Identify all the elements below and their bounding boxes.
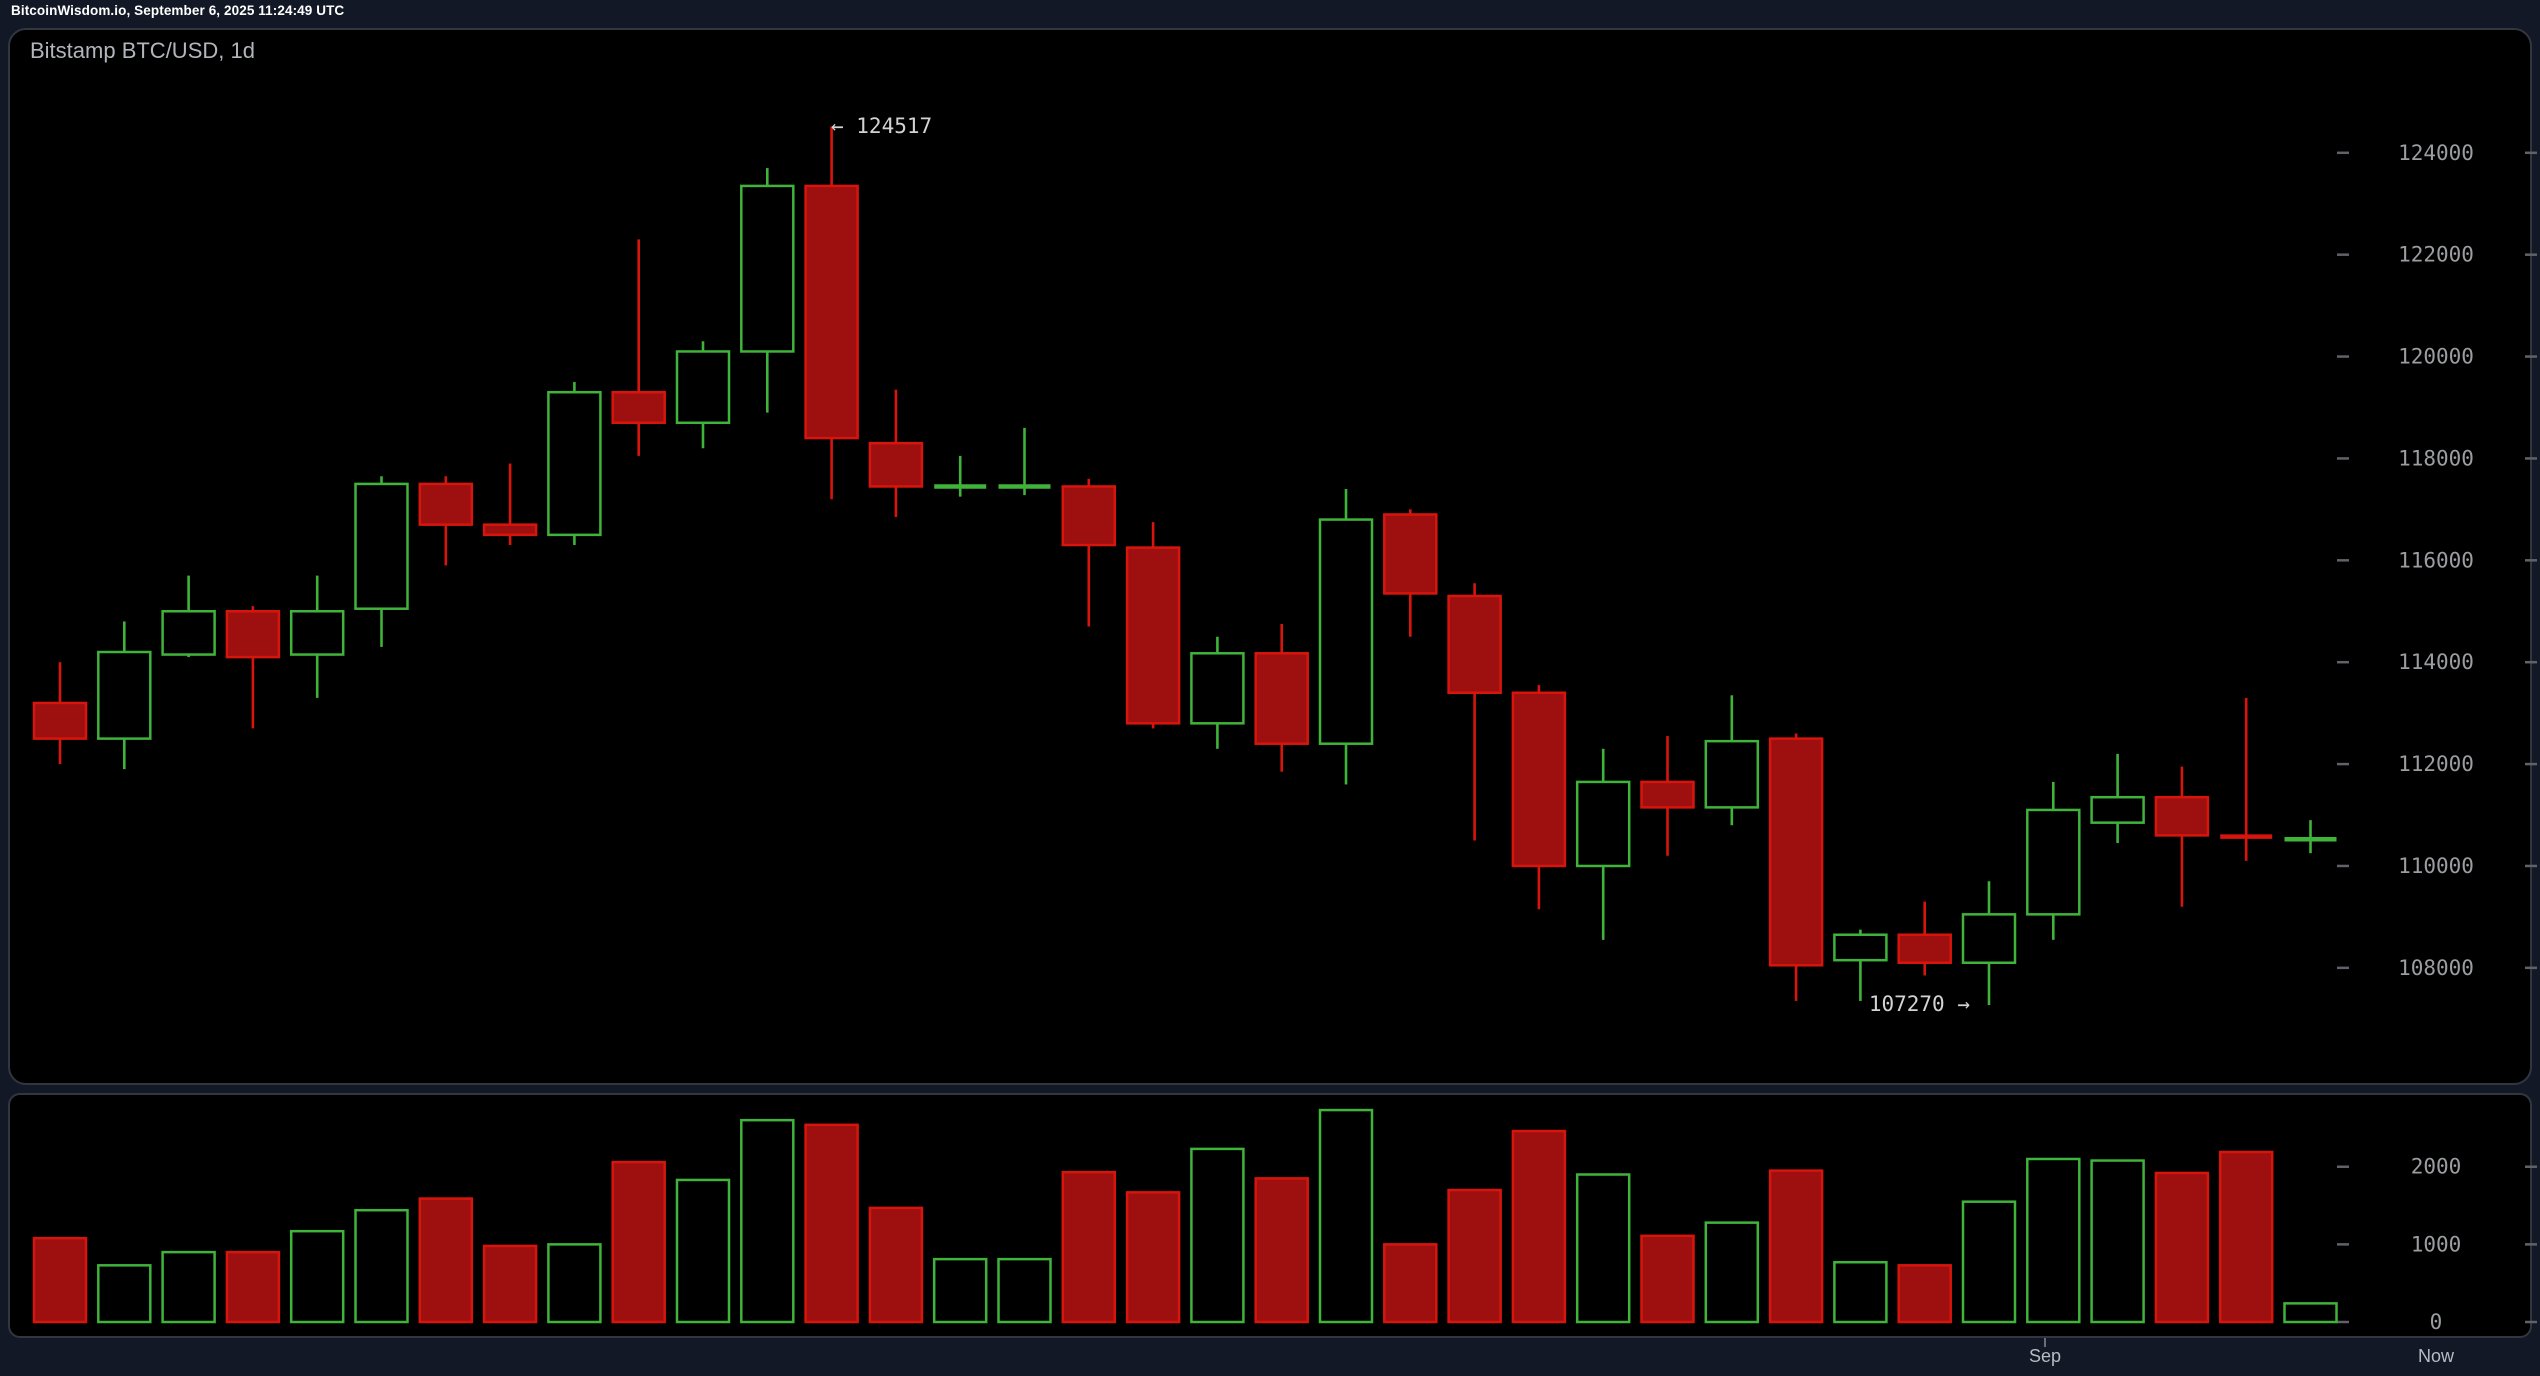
low-price-annotation: 107270 → (1868, 992, 1970, 1016)
price-chart-pane[interactable] (8, 28, 2532, 1085)
sep-axis-tick (2044, 1338, 2046, 1347)
time-axis-label-sep: Sep (2028, 1346, 2062, 1366)
volume-chart-pane[interactable] (8, 1093, 2532, 1338)
high-price-annotation: ← 124517 (831, 114, 933, 138)
time-axis-label-now: Now (2417, 1346, 2455, 1366)
status-bar: BitcoinWisdom.io, September 6, 2025 11:2… (11, 3, 345, 18)
chart-title: Bitstamp BTC/USD, 1d (30, 38, 255, 63)
